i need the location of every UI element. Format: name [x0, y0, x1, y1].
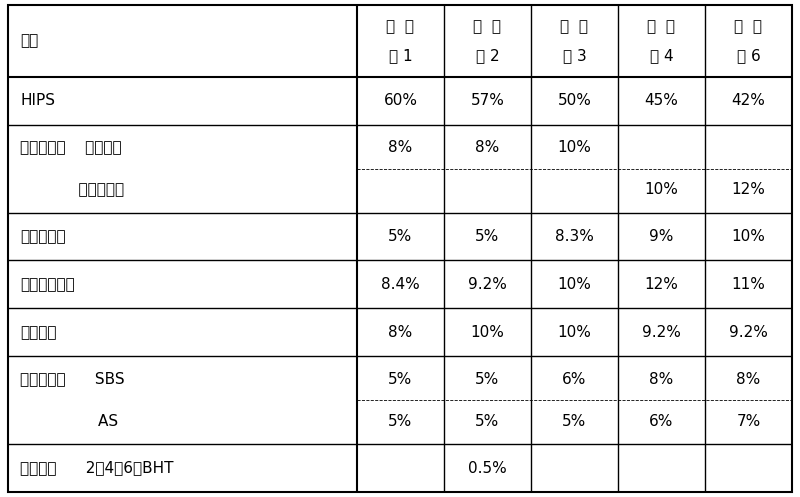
Text: 7%: 7% [736, 414, 761, 429]
Text: 三氧化二锄: 三氧化二锄 [20, 229, 66, 244]
Text: 60%: 60% [383, 93, 418, 108]
Text: 5%: 5% [388, 414, 413, 429]
Text: 42%: 42% [731, 93, 766, 108]
Text: 8%: 8% [388, 140, 413, 155]
Text: 9%: 9% [650, 229, 674, 244]
Text: 例 2: 例 2 [476, 48, 499, 63]
Text: HIPS: HIPS [20, 93, 55, 108]
Text: 9.2%: 9.2% [468, 277, 507, 292]
Text: 10%: 10% [645, 182, 678, 197]
Text: 9.2%: 9.2% [642, 325, 681, 340]
Text: 10%: 10% [558, 325, 591, 340]
Text: 十溌二苯醚: 十溌二苯醚 [20, 182, 124, 197]
Text: 8%: 8% [388, 325, 413, 340]
Text: 组分: 组分 [20, 33, 38, 48]
Text: 5%: 5% [475, 229, 499, 244]
Text: 8.4%: 8.4% [381, 277, 420, 292]
Text: 实  施: 实 施 [474, 19, 502, 34]
Text: 5%: 5% [388, 372, 413, 387]
Text: 5%: 5% [475, 414, 499, 429]
Text: 实  施: 实 施 [647, 19, 675, 34]
Text: 10%: 10% [731, 229, 766, 244]
Text: 0.5%: 0.5% [468, 461, 506, 476]
Text: 5%: 5% [388, 229, 413, 244]
Text: 57%: 57% [470, 93, 504, 108]
Text: 11%: 11% [731, 277, 766, 292]
Text: AS: AS [20, 414, 118, 429]
Text: 复合增韧剂      SBS: 复合增韧剂 SBS [20, 372, 125, 387]
Text: 实  施: 实 施 [561, 19, 589, 34]
Text: 实  施: 实 施 [734, 19, 762, 34]
Text: 例 6: 例 6 [737, 48, 760, 63]
Text: 例 4: 例 4 [650, 48, 674, 63]
Text: 6%: 6% [562, 372, 586, 387]
Text: 抗氧化剂      2，4，6－BHT: 抗氧化剂 2，4，6－BHT [20, 461, 174, 476]
Text: 10%: 10% [470, 325, 504, 340]
Text: 5%: 5% [475, 372, 499, 387]
Text: 溌氪防火剂    溌代三岚: 溌氪防火剂 溌代三岚 [20, 140, 122, 155]
Text: 12%: 12% [731, 182, 766, 197]
Text: 实  施: 实 施 [386, 19, 414, 34]
Text: 8.3%: 8.3% [555, 229, 594, 244]
Text: 酚醛树脂: 酚醛树脂 [20, 325, 57, 340]
Text: 6%: 6% [650, 414, 674, 429]
Text: 50%: 50% [558, 93, 591, 108]
Text: 8%: 8% [475, 140, 499, 155]
Text: 纳米级高岭土: 纳米级高岭土 [20, 277, 74, 292]
Text: 45%: 45% [645, 93, 678, 108]
Text: 例 1: 例 1 [389, 48, 412, 63]
Text: 9.2%: 9.2% [729, 325, 768, 340]
Text: 10%: 10% [558, 140, 591, 155]
Text: 8%: 8% [736, 372, 761, 387]
Text: 8%: 8% [650, 372, 674, 387]
Text: 10%: 10% [558, 277, 591, 292]
Text: 例 3: 例 3 [562, 48, 586, 63]
Text: 12%: 12% [645, 277, 678, 292]
Text: 5%: 5% [562, 414, 586, 429]
